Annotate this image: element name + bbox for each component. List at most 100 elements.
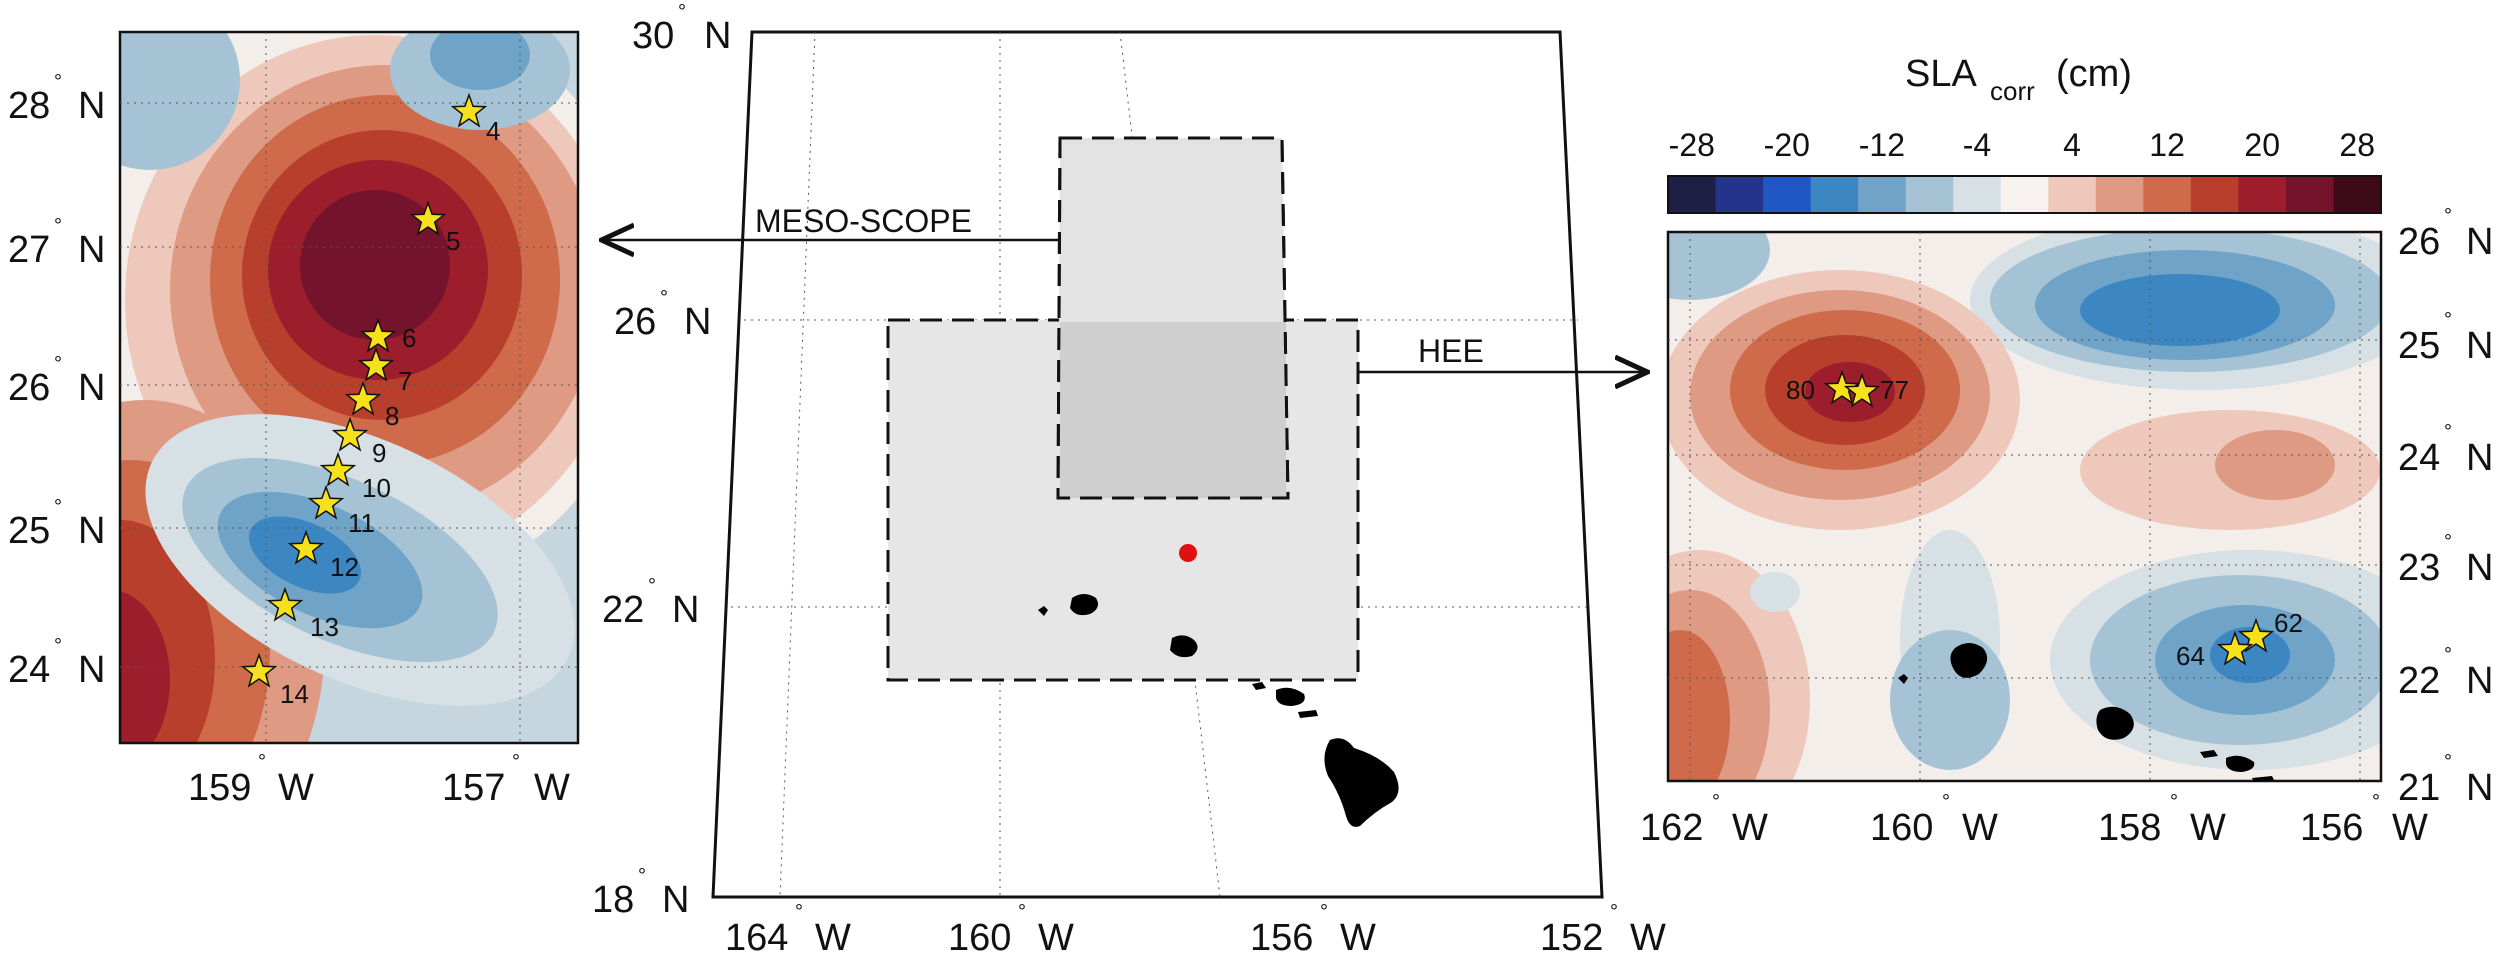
colorbar-tick-label: 4 xyxy=(2063,127,2081,163)
station-star-icon xyxy=(409,200,447,236)
right-lat-label: 26 xyxy=(2398,221,2440,263)
center-lon-label: 152 xyxy=(1540,917,1603,958)
hemi-label: W xyxy=(815,917,851,958)
hemi-label: W xyxy=(278,767,314,809)
left-lat-label: 28 xyxy=(8,85,50,127)
colorbar-swatch xyxy=(2000,176,2049,213)
right-lon-label: 160 xyxy=(1870,807,1933,849)
station-label: 77 xyxy=(1880,375,1909,405)
degree-mark: ° xyxy=(2444,751,2452,773)
degree-mark: ° xyxy=(2444,205,2452,227)
station-label: 11 xyxy=(348,508,375,538)
degree-mark: ° xyxy=(660,287,668,309)
hemi-label: N xyxy=(78,85,105,127)
center-axis-labels: 30 ° N 26 ° N 22 ° N 18 ° N 164 ° W 160 … xyxy=(592,1,1666,958)
red-site-marker xyxy=(1179,544,1197,562)
station-label: 8 xyxy=(385,401,399,431)
colorbar-swatch xyxy=(1905,176,1954,213)
hemi-label: N xyxy=(78,367,105,409)
right-lat-label: 25 xyxy=(2398,325,2440,367)
degree-mark: ° xyxy=(1018,901,1026,923)
station-label: 10 xyxy=(362,473,391,503)
station-label: 80 xyxy=(1786,375,1815,405)
station-label: 4 xyxy=(486,116,500,146)
hemi-label: N xyxy=(2466,437,2493,479)
colorbar-swatch xyxy=(1763,176,1812,213)
colorbar-swatch xyxy=(2143,176,2192,213)
meso-scope-label: MESO-SCOPE xyxy=(755,203,972,239)
colorbar: SLA corr (cm) -28 -20 -12 -4 4 12 20 28 xyxy=(1667,53,2382,214)
degree-mark: ° xyxy=(638,865,646,887)
degree-mark: ° xyxy=(2444,309,2452,331)
hemi-label: W xyxy=(1340,917,1376,958)
colorbar-swatch xyxy=(1953,176,2002,213)
right-axis-labels: 26 ° N 25 ° N 24 ° N 23 ° N 22 ° N 21 ° … xyxy=(1640,205,2493,849)
degree-mark: ° xyxy=(54,215,62,237)
left-sla-map: 4 5 6 7 8 9 10 11 12 13 14 28 ° N 27 ° N 26 ° N 25… xyxy=(8,30,580,809)
colorbar-frame xyxy=(1667,175,2382,214)
hemi-label: N xyxy=(662,879,689,921)
station-star-icon xyxy=(331,416,369,452)
right-station-group: 80 77 62 64 xyxy=(1786,369,2303,671)
colorbar-title-subscript: corr xyxy=(1990,76,2035,106)
hemi-label: W xyxy=(1038,917,1074,958)
degree-mark: ° xyxy=(1712,791,1720,813)
right-lon-label: 158 xyxy=(2098,807,2161,849)
hemi-label: W xyxy=(534,767,570,809)
center-lon-label: 160 xyxy=(948,917,1011,958)
station-label: 7 xyxy=(398,366,412,396)
colorbar-swatch xyxy=(2190,176,2239,213)
hemi-label: W xyxy=(1962,807,1998,849)
station-label: 13 xyxy=(310,612,339,642)
degree-mark: ° xyxy=(2170,791,2178,813)
station-star-icon xyxy=(359,317,397,353)
degree-mark: ° xyxy=(54,353,62,375)
station-star-icon xyxy=(240,652,278,688)
station-star-icon xyxy=(2237,617,2275,653)
degree-mark: ° xyxy=(1942,791,1950,813)
degree-mark: ° xyxy=(258,751,266,773)
center-overview-map: MESO-SCOPE HEE 30 ° N 26 ° N 22 ° N 18 °… xyxy=(592,1,1666,958)
colorbar-cells xyxy=(1668,176,2382,213)
station-star-icon xyxy=(450,92,488,128)
station-label: 6 xyxy=(402,323,416,353)
degree-mark: ° xyxy=(678,1,686,23)
right-lon-label: 156 xyxy=(2300,807,2363,849)
degree-mark: ° xyxy=(795,901,803,923)
station-star-icon xyxy=(319,451,357,487)
left-frame xyxy=(118,30,580,745)
station-star-icon xyxy=(307,484,345,520)
colorbar-tick-label: 12 xyxy=(2149,127,2185,163)
colorbar-swatch xyxy=(1810,176,1859,213)
degree-mark: ° xyxy=(54,635,62,657)
station-label: 12 xyxy=(330,552,359,582)
hee-label: HEE xyxy=(1418,333,1484,369)
hemi-label: W xyxy=(1630,917,1666,958)
station-label: 9 xyxy=(372,438,386,468)
station-star-icon xyxy=(2216,630,2254,666)
colorbar-swatch xyxy=(2048,176,2097,213)
hemi-label: N xyxy=(672,589,699,631)
right-lat-label: 21 xyxy=(2398,767,2440,809)
hemi-label: N xyxy=(2466,325,2493,367)
center-lat-label: 22 xyxy=(602,589,644,631)
overlap-region xyxy=(1060,322,1286,498)
hemi-label: W xyxy=(1732,807,1768,849)
colorbar-swatch xyxy=(1858,176,1907,213)
degree-mark: ° xyxy=(54,496,62,518)
hawaiian-islands xyxy=(1038,594,1399,827)
colorbar-unit: (cm) xyxy=(2056,53,2132,95)
colorbar-tick-label: -4 xyxy=(1963,127,1991,163)
colorbar-tick-label: -28 xyxy=(1669,127,1715,163)
right-contour-field xyxy=(1668,232,2381,781)
left-lat-label: 24 xyxy=(8,649,50,691)
degree-mark: ° xyxy=(512,751,520,773)
left-axis-labels: 28 ° N 27 ° N 26 ° N 25 ° N 24 ° N 159 °… xyxy=(8,71,570,809)
colorbar-swatch xyxy=(1715,176,1764,213)
degree-mark: ° xyxy=(54,71,62,93)
degree-mark: ° xyxy=(2444,531,2452,553)
colorbar-tick-labels: -28 -20 -12 -4 4 12 20 28 xyxy=(1669,127,2375,163)
colorbar-swatch xyxy=(1668,176,1717,213)
hemi-label: N xyxy=(2466,767,2493,809)
